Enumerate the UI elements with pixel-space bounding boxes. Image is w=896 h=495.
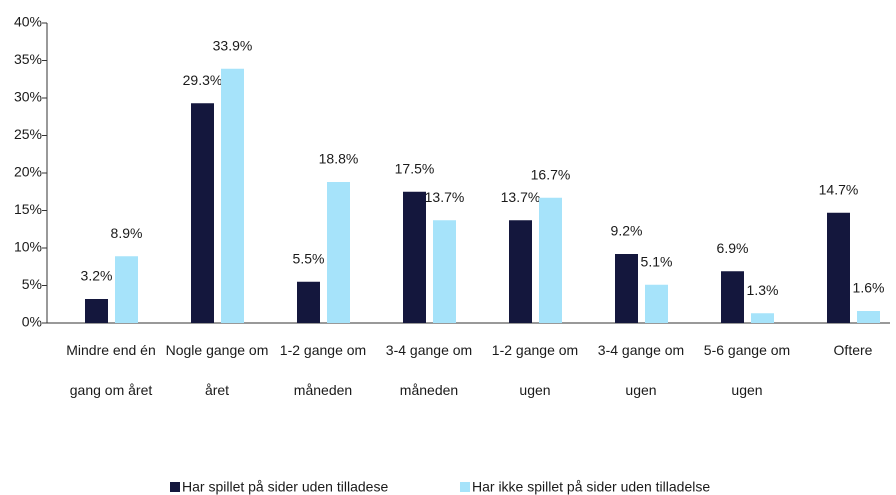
x-tick-label: 3-4 gange om måneden xyxy=(385,342,473,398)
y-tick-label: 20% xyxy=(14,164,42,180)
bar xyxy=(857,311,880,323)
data-label: 5.5% xyxy=(293,250,325,266)
bar xyxy=(115,256,138,323)
legend-label: Har ikke spillet på sider uden tilladels… xyxy=(472,479,710,495)
data-label: 18.8% xyxy=(319,151,359,167)
bar xyxy=(615,254,638,323)
data-label: 14.7% xyxy=(819,181,859,197)
x-tick-label: 3-4 gange om ugen xyxy=(597,342,685,398)
y-tick-label: 25% xyxy=(14,126,42,142)
y-tick-label: 35% xyxy=(14,51,42,67)
bar xyxy=(539,197,562,323)
data-label: 17.5% xyxy=(395,160,435,176)
bar xyxy=(191,103,214,323)
bar xyxy=(433,220,456,323)
data-label: 16.7% xyxy=(531,166,571,182)
data-label: 9.2% xyxy=(611,223,643,239)
bar xyxy=(403,191,426,323)
bar xyxy=(645,284,668,323)
y-tick-label: 10% xyxy=(14,239,42,255)
bar xyxy=(721,271,744,323)
x-tick-label: Oftere xyxy=(833,342,873,358)
bar xyxy=(827,212,850,323)
y-tick-label: 0% xyxy=(22,314,42,330)
data-label: 1.3% xyxy=(747,282,779,298)
legend-swatch xyxy=(460,482,470,492)
x-tick-label: 1-2 gange om måneden xyxy=(279,342,367,398)
data-label: 29.3% xyxy=(183,72,223,88)
legend-swatch xyxy=(170,482,180,492)
y-tick-label: 40% xyxy=(14,14,42,30)
bar xyxy=(751,313,774,323)
legend-label: Har spillet på sider uden tilladese xyxy=(182,479,388,495)
bar xyxy=(327,182,350,323)
x-tick-label: Mindre end én gang om året xyxy=(66,342,156,398)
bar xyxy=(509,220,532,323)
data-label: 1.6% xyxy=(853,280,885,296)
data-label: 5.1% xyxy=(641,253,673,269)
y-tick-label: 30% xyxy=(14,89,42,105)
bar xyxy=(85,299,108,323)
data-label: 6.9% xyxy=(717,240,749,256)
y-tick-label: 15% xyxy=(14,201,42,217)
data-label: 33.9% xyxy=(213,37,253,53)
x-tick-label: Nogle gange om året xyxy=(165,342,269,398)
y-tick-label: 5% xyxy=(22,276,42,292)
data-label: 13.7% xyxy=(425,189,465,205)
x-tick-label: 5-6 gange om ugen xyxy=(703,342,791,398)
bar xyxy=(221,68,244,323)
bar xyxy=(297,281,320,323)
x-tick-label: 1-2 gange om ugen xyxy=(491,342,579,398)
data-label: 8.9% xyxy=(111,225,143,241)
data-label: 13.7% xyxy=(501,189,541,205)
data-label: 3.2% xyxy=(81,268,113,284)
